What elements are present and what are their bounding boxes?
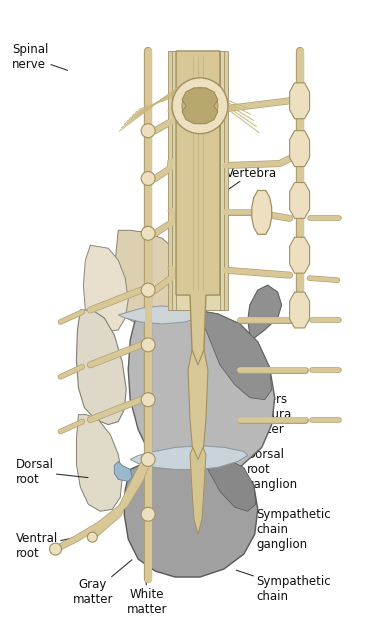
Text: White
matter: White matter: [127, 570, 167, 616]
Text: Sympathetic
chain
ganglion: Sympathetic chain ganglion: [239, 508, 331, 551]
Text: Dorsal
root
ganglion: Dorsal root ganglion: [218, 448, 298, 490]
Polygon shape: [176, 51, 220, 370]
Polygon shape: [168, 51, 228, 310]
Circle shape: [141, 171, 155, 185]
Polygon shape: [290, 83, 310, 119]
Polygon shape: [176, 51, 220, 310]
Polygon shape: [290, 292, 310, 328]
Text: Sympathetic
chain: Sympathetic chain: [236, 570, 331, 604]
Circle shape: [182, 88, 218, 124]
Polygon shape: [130, 445, 248, 469]
Polygon shape: [195, 310, 272, 399]
Polygon shape: [77, 310, 126, 425]
Polygon shape: [114, 462, 132, 482]
Circle shape: [141, 507, 155, 521]
Circle shape: [141, 124, 155, 138]
Polygon shape: [115, 230, 198, 330]
Polygon shape: [77, 414, 122, 511]
Text: Vertebra: Vertebra: [191, 166, 277, 215]
Polygon shape: [83, 246, 128, 332]
Circle shape: [172, 78, 228, 134]
Text: Ventral
root: Ventral root: [16, 531, 88, 560]
Text: Spinal
nerve: Spinal nerve: [12, 43, 67, 72]
Polygon shape: [200, 452, 256, 511]
Polygon shape: [182, 88, 218, 124]
Polygon shape: [190, 448, 206, 534]
Circle shape: [141, 392, 155, 407]
Text: Gray
matter: Gray matter: [72, 560, 132, 607]
Polygon shape: [252, 190, 272, 234]
Polygon shape: [290, 183, 310, 219]
Polygon shape: [172, 51, 224, 310]
Polygon shape: [124, 452, 258, 577]
Polygon shape: [118, 306, 198, 324]
Circle shape: [141, 453, 155, 467]
Polygon shape: [290, 131, 310, 166]
Circle shape: [141, 283, 155, 297]
Circle shape: [141, 226, 155, 241]
Polygon shape: [128, 310, 275, 477]
Text: Dorsal
root: Dorsal root: [16, 458, 88, 485]
Polygon shape: [290, 237, 310, 273]
Polygon shape: [188, 350, 208, 469]
Circle shape: [141, 338, 155, 352]
Text: Layers
of dura
mater: Layers of dura mater: [187, 392, 291, 436]
Circle shape: [87, 532, 97, 542]
Circle shape: [49, 543, 61, 555]
Polygon shape: [248, 285, 282, 340]
